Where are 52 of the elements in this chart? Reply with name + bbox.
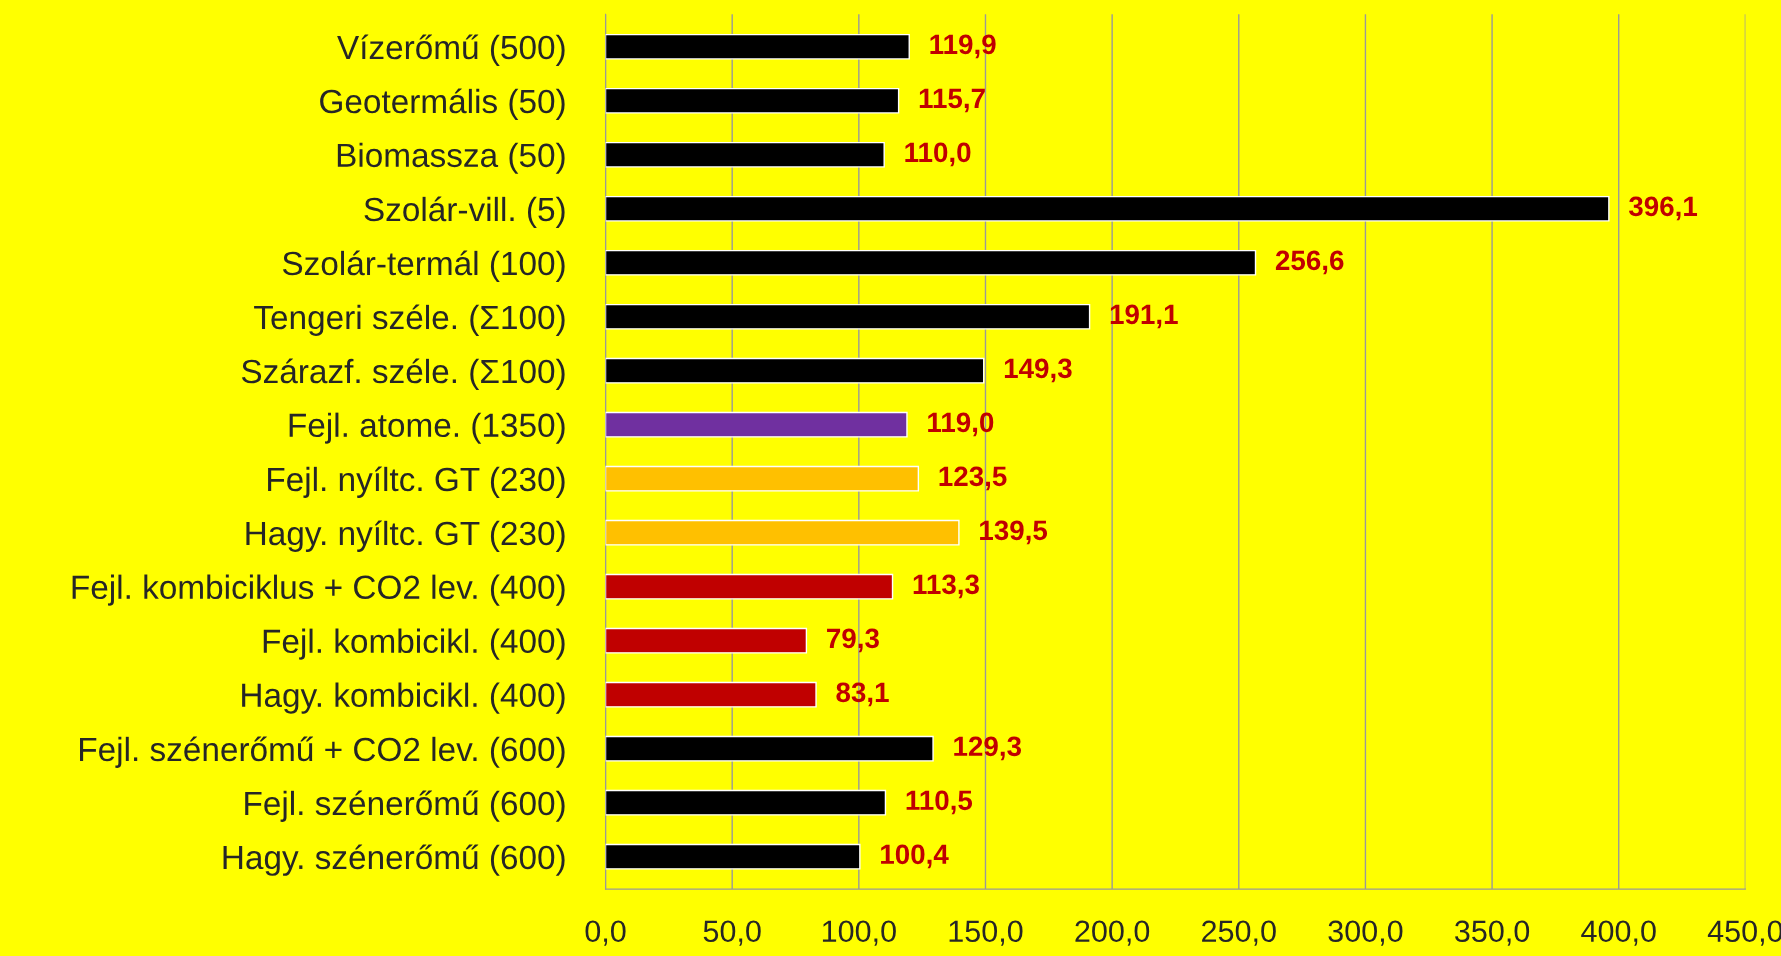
y-tick-label: Tengeri széle. (Σ100) [254, 304, 565, 336]
y-tick-label: Fejl. szénerőmű (600) [245, 790, 565, 822]
data-label: 149,3 [1004, 358, 1072, 383]
bar [605, 87, 900, 114]
x-tick-label: 400,0 [1581, 920, 1656, 946]
y-tick-label: Geotermális (50) [320, 88, 565, 120]
y-tick-label: Fejl. kombiciklus + CO2 lev. (400) [72, 574, 565, 606]
x-tick-label: 300,0 [1328, 920, 1403, 946]
x-tick-label: 0,0 [585, 920, 626, 946]
bar [605, 627, 808, 654]
bar [605, 357, 985, 384]
y-tick-label: Hagy. kombicikl. (400) [242, 682, 565, 714]
bar [605, 735, 934, 762]
data-label: 83,1 [836, 682, 889, 707]
data-label: 191,1 [1110, 304, 1178, 329]
data-label: 79,3 [827, 628, 879, 653]
y-tick-label: Fejl. nyíltc. GT (230) [268, 466, 565, 498]
y-tick-label: Vízerőmű (500) [337, 34, 565, 66]
bar [605, 681, 817, 708]
x-tick-label: 200,0 [1075, 920, 1150, 946]
x-tick-label: 150,0 [949, 920, 1023, 946]
bar [605, 573, 894, 600]
x-tick-label: 50,0 [703, 920, 761, 946]
bar [605, 843, 861, 870]
x-tick-label: 250,0 [1202, 920, 1276, 946]
y-tick-label: Fejl. szénerőmű + CO2 lev. (600) [80, 736, 565, 768]
data-label: 113,3 [913, 574, 979, 599]
x-tick-label: 100,0 [822, 920, 896, 946]
bar [605, 411, 908, 438]
y-tick-label: Fejl. atome. (1350) [289, 412, 565, 444]
bar [605, 465, 920, 492]
data-label: 110,0 [905, 142, 971, 167]
y-tick-label: Biomassza (50) [337, 142, 565, 174]
y-tick-label: Hagy. szénerőmű (600) [223, 844, 565, 876]
data-label: 115,7 [919, 88, 985, 113]
bar [605, 303, 1091, 330]
data-label: 110,5 [906, 790, 973, 815]
bar [605, 195, 1610, 222]
bar [605, 141, 885, 168]
y-tick-label: Fejl. kombicikl. (400) [263, 628, 565, 660]
bar [605, 519, 960, 546]
y-tick-label: Szolár-vill. (5) [364, 196, 565, 228]
y-tick-label: Hagy. nyíltc. GT (230) [246, 520, 565, 552]
y-tick-label: Szolár-termál (100) [282, 250, 565, 282]
bar [605, 249, 1257, 276]
bar [605, 789, 887, 816]
data-label: 100,4 [881, 844, 949, 869]
x-tick-label: 350,0 [1455, 920, 1530, 946]
data-label: 396,1 [1628, 196, 1698, 221]
data-label: 256,6 [1275, 250, 1344, 275]
bar [605, 33, 910, 60]
y-tick-label: Szárazf. széle. (Σ100) [241, 358, 565, 390]
